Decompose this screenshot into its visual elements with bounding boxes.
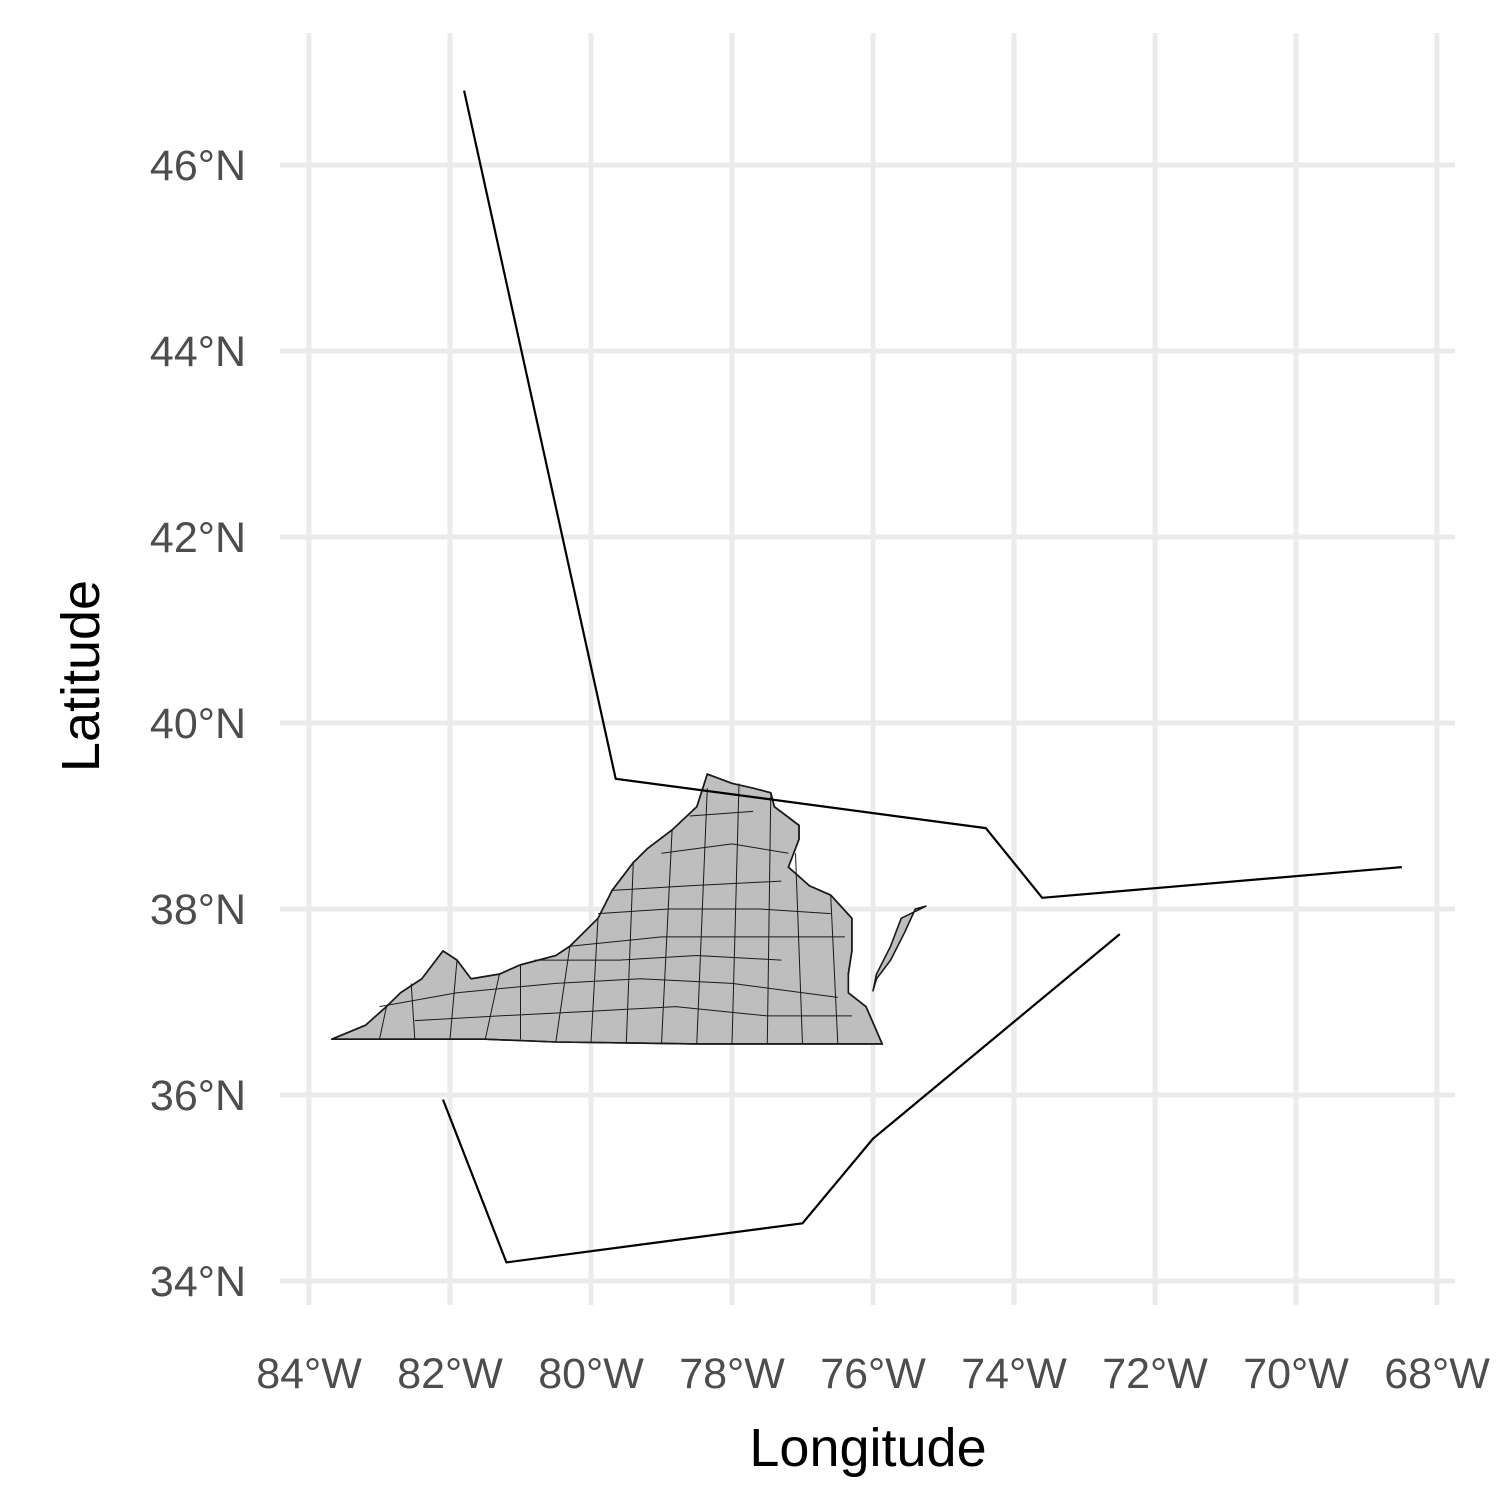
y-tick-label: 40°N xyxy=(150,700,246,748)
county-boundary xyxy=(569,936,845,947)
x-tick-label: 84°W xyxy=(256,1350,362,1398)
county-boundary xyxy=(830,895,839,1044)
route-line xyxy=(463,90,1402,899)
county-boundary xyxy=(612,880,782,891)
virginia-outline xyxy=(331,773,884,1045)
county-boundary xyxy=(597,908,831,915)
county-boundary xyxy=(590,918,599,1043)
county-boundary xyxy=(410,983,416,1040)
x-tick-labels: 84°W 82°W 80°W 78°W 76°W 74°W 72°W 70°W 68°W xyxy=(256,1350,1490,1398)
y-tick-labels: 34°N 36°N 38°N 40°N 42°N 44°N 46°N xyxy=(150,142,246,1306)
x-tick-label: 78°W xyxy=(679,1350,785,1398)
county-boundary xyxy=(379,1006,387,1040)
x-tick-label: 72°W xyxy=(1102,1350,1208,1398)
county-boundary xyxy=(555,946,571,1043)
route-line xyxy=(441,933,1121,1264)
y-tick-label: 34°N xyxy=(150,1258,246,1306)
route-lines xyxy=(441,90,1402,1264)
y-tick-label: 36°N xyxy=(150,1072,246,1120)
y-tick-label: 42°N xyxy=(150,514,246,562)
x-tick-label: 74°W xyxy=(961,1350,1067,1398)
y-tick-label: 38°N xyxy=(150,886,246,934)
county-boundary xyxy=(696,788,708,1044)
x-tick-label: 76°W xyxy=(820,1350,926,1398)
y-axis-title: Latitude xyxy=(51,580,111,772)
county-boundary xyxy=(534,954,782,961)
county-boundary xyxy=(795,853,803,1044)
virginia-counties xyxy=(330,773,927,1045)
county-boundary xyxy=(379,978,838,1008)
virginia-eastern-shore xyxy=(872,905,927,992)
county-boundary xyxy=(766,792,772,1044)
x-axis-title: Longitude xyxy=(749,1418,986,1478)
county-boundary xyxy=(449,960,458,1040)
county-boundary xyxy=(661,843,789,854)
county-boundary xyxy=(731,783,740,1044)
x-tick-label: 80°W xyxy=(538,1350,644,1398)
gridlines xyxy=(280,33,1455,1305)
county-boundary xyxy=(689,810,754,817)
y-tick-label: 44°N xyxy=(150,328,246,376)
x-tick-label: 70°W xyxy=(1243,1350,1349,1398)
county-boundary xyxy=(414,1006,852,1022)
county-boundary xyxy=(625,862,634,1043)
y-tick-label: 46°N xyxy=(150,142,246,190)
x-tick-label: 68°W xyxy=(1384,1350,1490,1398)
x-tick-label: 82°W xyxy=(397,1350,503,1398)
county-boundary xyxy=(484,973,500,1040)
